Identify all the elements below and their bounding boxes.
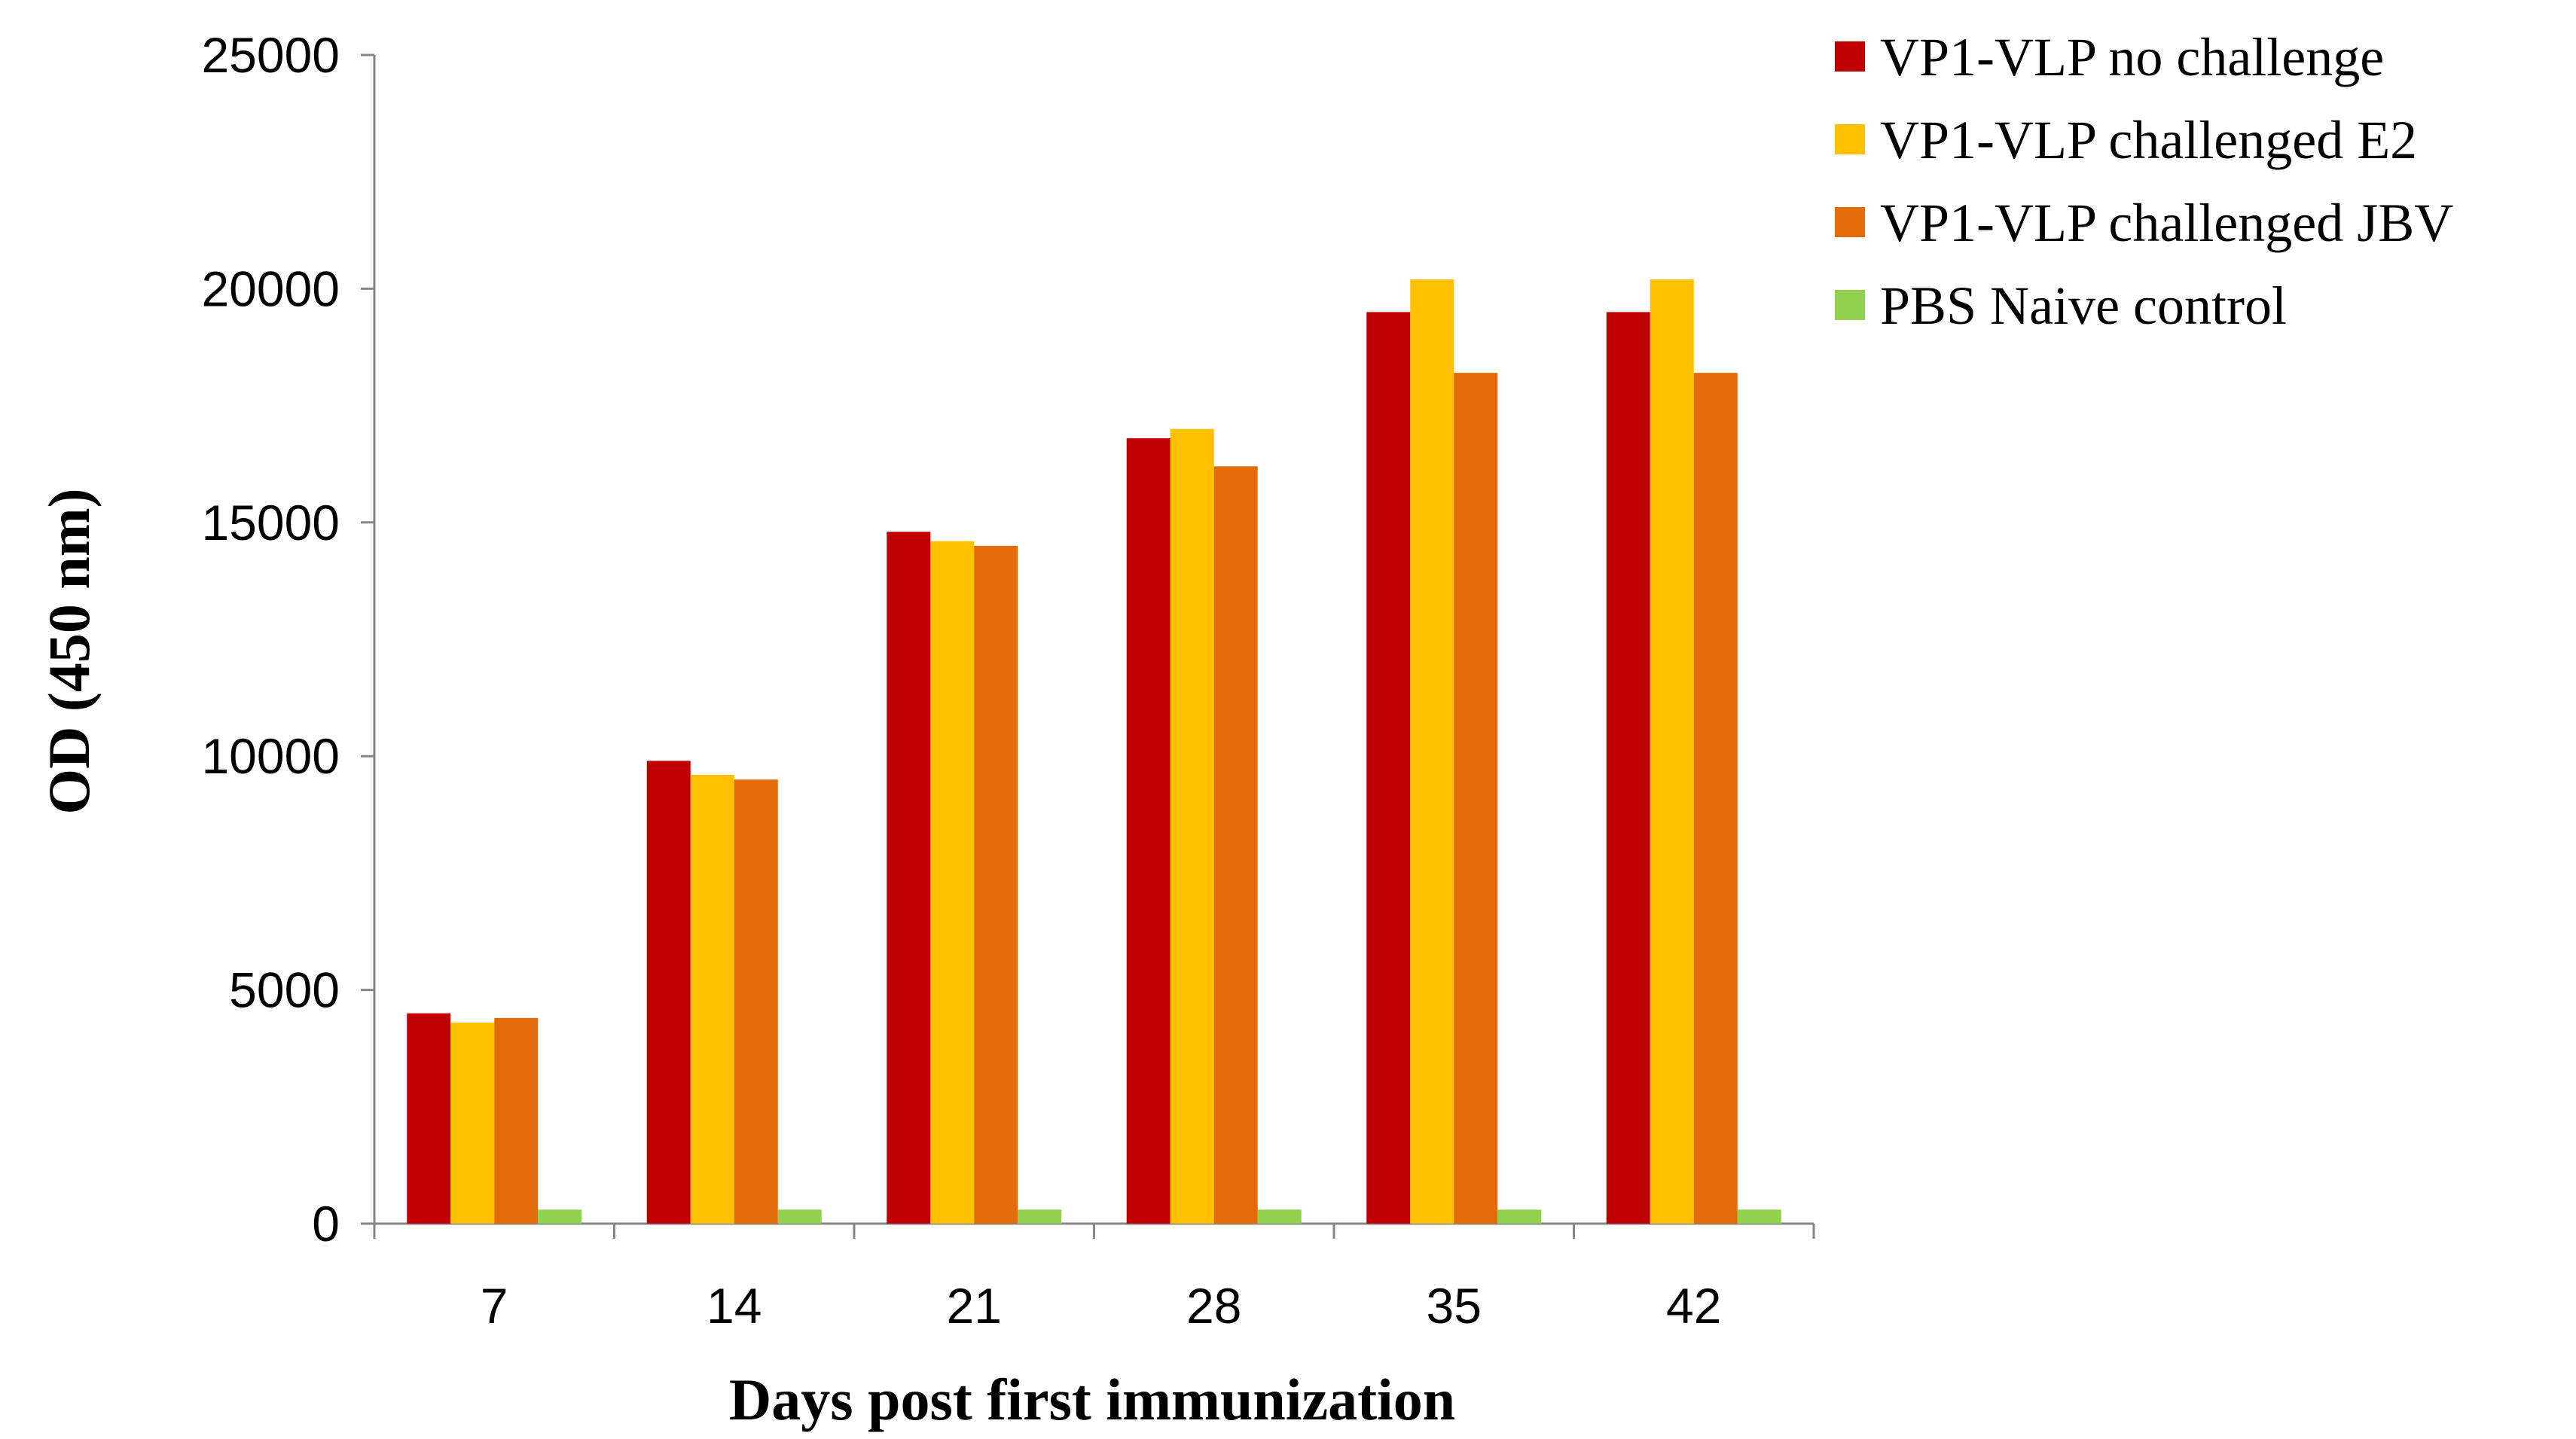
bar-pbs-naive-control-day-35 bbox=[1497, 1209, 1542, 1224]
y-axis-title: OD (450 nm) bbox=[36, 488, 102, 814]
legend-swatch bbox=[1835, 41, 1865, 72]
legend-label: VP1-VLP challenged JBV bbox=[1880, 193, 2453, 253]
x-tick-label: 35 bbox=[1427, 1278, 1482, 1334]
bar-pbs-naive-control-day-14 bbox=[777, 1209, 822, 1224]
bar-vp1-vlp-no-challenge-day-14 bbox=[646, 761, 691, 1224]
bar-pbs-naive-control-day-42 bbox=[1737, 1209, 1781, 1224]
bar-vp1-vlp-no-challenge-day-21 bbox=[887, 532, 931, 1224]
bar-vp1-vlp-challenged-jbv-day-7 bbox=[494, 1017, 539, 1224]
x-tick-label: 7 bbox=[481, 1278, 508, 1334]
legend-swatch bbox=[1835, 207, 1865, 237]
bar-vp1-vlp-no-challenge-day-42 bbox=[1606, 312, 1650, 1224]
x-axis: 7 14 21 28 35 42 bbox=[373, 1222, 1815, 1334]
y-tick-label: 5000 bbox=[229, 962, 340, 1018]
bar-vp1-vlp-challenged-jbv-day-14 bbox=[734, 779, 778, 1224]
bar-vp1-vlp-no-challenge-day-28 bbox=[1126, 438, 1170, 1224]
bars bbox=[407, 279, 1781, 1224]
y-tick-label: 15000 bbox=[201, 495, 340, 550]
legend-label: PBS Naive control bbox=[1880, 276, 2287, 336]
bar-vp1-vlp-challenged-e2-day-21 bbox=[930, 541, 975, 1224]
bar-vp1-vlp-challenged-jbv-day-21 bbox=[974, 545, 1018, 1224]
legend: VP1-VLP no challenge VP1-VLP challenged E… bbox=[1835, 27, 2453, 336]
bar-vp1-vlp-challenged-e2-day-28 bbox=[1170, 428, 1214, 1224]
x-tick-label: 21 bbox=[947, 1278, 1002, 1334]
x-axis-title: Days post first immunization bbox=[729, 1367, 1455, 1432]
bar-vp1-vlp-no-challenge-day-35 bbox=[1366, 312, 1411, 1224]
bar-vp1-vlp-challenged-e2-day-14 bbox=[690, 775, 734, 1224]
bar-vp1-vlp-challenged-e2-day-35 bbox=[1410, 279, 1454, 1224]
bar-pbs-naive-control-day-7 bbox=[538, 1209, 582, 1224]
bar-vp1-vlp-challenged-jbv-day-35 bbox=[1454, 373, 1498, 1224]
x-tick-label: 42 bbox=[1666, 1278, 1721, 1334]
legend-label: VP1-VLP challenged E2 bbox=[1880, 110, 2417, 170]
y-tick-label: 10000 bbox=[201, 728, 340, 784]
bar-pbs-naive-control-day-28 bbox=[1257, 1209, 1302, 1224]
bar-vp1-vlp-challenged-e2-day-42 bbox=[1650, 279, 1694, 1224]
legend-swatch bbox=[1835, 124, 1865, 154]
y-tick-label: 25000 bbox=[201, 27, 340, 83]
bar-vp1-vlp-challenged-jbv-day-42 bbox=[1693, 373, 1738, 1224]
legend-swatch bbox=[1835, 290, 1865, 320]
x-tick-label: 28 bbox=[1186, 1278, 1241, 1334]
y-axis: 0 5000 10000 15000 20000 25000 bbox=[201, 27, 376, 1252]
bar-pbs-naive-control-day-21 bbox=[1018, 1209, 1062, 1224]
bar-vp1-vlp-no-challenge-day-7 bbox=[407, 1013, 451, 1224]
legend-label: VP1-VLP no challenge bbox=[1880, 27, 2384, 87]
y-tick-label: 0 bbox=[312, 1196, 340, 1252]
bar-vp1-vlp-challenged-jbv-day-28 bbox=[1213, 466, 1258, 1224]
x-tick-label: 14 bbox=[707, 1278, 762, 1334]
y-tick-label: 20000 bbox=[201, 261, 340, 316]
bar-vp1-vlp-challenged-e2-day-7 bbox=[450, 1023, 495, 1224]
